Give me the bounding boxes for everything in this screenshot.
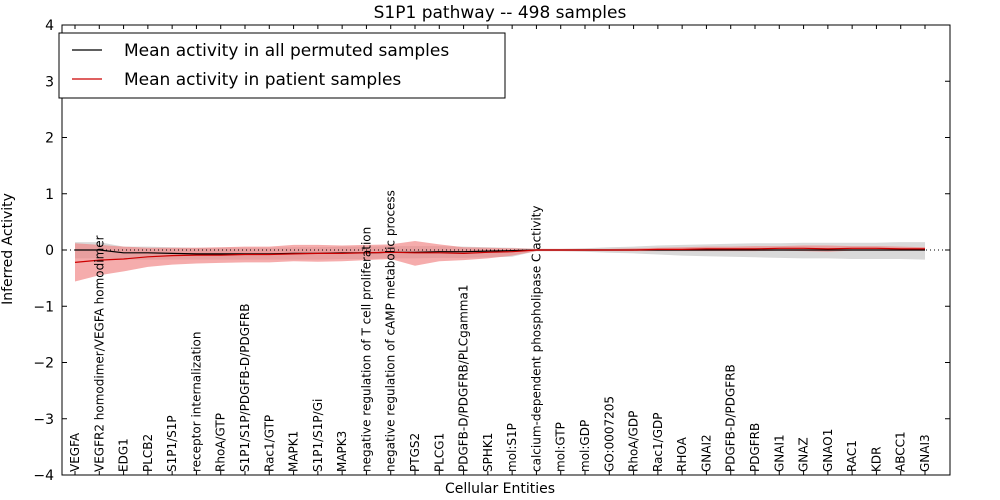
series-line-patient xyxy=(74,247,925,263)
y-tick-label: 3 xyxy=(45,74,54,90)
x-tick-label: MAPK1 xyxy=(287,431,301,472)
y-tick-label: 0 xyxy=(45,243,54,259)
x-tick-label: negative regulation of T cell proliferat… xyxy=(359,227,373,472)
x-tick-label: SPHK1 xyxy=(481,433,495,472)
x-tick-label: RhoA/GTP xyxy=(214,413,228,472)
x-tick-label: Rac1/GDP xyxy=(651,413,665,472)
legend: Mean activity in all permuted samples Mea… xyxy=(58,32,506,99)
y-tick-label: −2 xyxy=(33,356,54,372)
series-line-permuted xyxy=(75,249,925,255)
x-tick-label: PLCG1 xyxy=(432,433,446,472)
x-tick-label: VEGFA xyxy=(68,432,82,472)
x-tick-label: S1P1/S1P/PDGFB-D/PDGFRB xyxy=(238,304,252,472)
x-tick-label: ABCC1 xyxy=(894,431,908,472)
x-tick-label: KDR xyxy=(869,447,883,472)
x-tick-label: MAPK3 xyxy=(335,431,349,472)
x-tick-label: VEGFR2 homodimer/VEGFA homodimer xyxy=(92,235,106,472)
x-tick-label: GNAI2 xyxy=(699,434,713,472)
y-tick-label: −3 xyxy=(33,412,54,428)
x-tick-label: EDG1 xyxy=(117,438,131,472)
chart-title: S1P1 pathway -- 498 samples xyxy=(374,3,627,23)
y-tick-label: 4 xyxy=(45,18,54,34)
x-tick-label: RAC1 xyxy=(845,440,859,472)
x-tick-label: GO:0007205 xyxy=(602,396,616,472)
x-tick-label: PDGFRB xyxy=(748,423,762,472)
x-tick-label: calcium-dependent phospholipase C activi… xyxy=(529,206,543,472)
y-tick-label: −4 xyxy=(33,468,54,484)
x-tick-label: PTGS2 xyxy=(408,433,422,472)
x-tick-label: GNAI3 xyxy=(918,434,932,472)
x-tick-label: S1P1/S1P/Gi xyxy=(311,399,325,472)
x-tick-label: mol:GTP xyxy=(554,422,568,472)
x-tick-label: GNAI1 xyxy=(772,434,786,472)
x-tick-label: GNAZ xyxy=(797,437,811,472)
x-tick-label: PDGFB-D/PDGFRB/PLCgamma1 xyxy=(457,285,471,472)
x-tick-label: negative regulation of cAMP metabolic pr… xyxy=(384,190,398,472)
plot-area: 4 3 2 1 0 −1 −2 −3 −4 VEGFA VEGFR2 homodimer/VEGFA… xyxy=(33,18,951,484)
y-axis-label: Inferred Activity xyxy=(0,193,16,305)
x-tick-label: S1P1/S1P xyxy=(165,415,179,472)
x-tick-label: GNAO1 xyxy=(821,429,835,472)
legend-label: Mean activity in all permuted samples xyxy=(124,41,449,61)
x-axis-label: Cellular Entities xyxy=(445,481,555,497)
x-tick-label: Rac1/GTP xyxy=(262,415,276,472)
y-tick-label: −1 xyxy=(33,299,54,315)
x-tick-label: RhoA/GDP xyxy=(627,411,641,472)
y-tick-label: 2 xyxy=(45,131,54,147)
x-tick-label: RHOA xyxy=(675,436,689,472)
x-tick-label: PLCB2 xyxy=(141,434,155,472)
series-band-patient xyxy=(75,241,925,282)
x-tick-label: receptor internalization xyxy=(189,332,203,472)
y-tick-label: 1 xyxy=(45,187,54,203)
x-tick-label: PDGFB-D/PDGFRB xyxy=(724,364,738,472)
legend-label: Mean activity in patient samples xyxy=(124,70,401,90)
x-tick-label: mol:GDP xyxy=(578,420,592,472)
legend-box xyxy=(58,32,506,99)
x-tick-label: mol:S1P xyxy=(505,423,519,472)
